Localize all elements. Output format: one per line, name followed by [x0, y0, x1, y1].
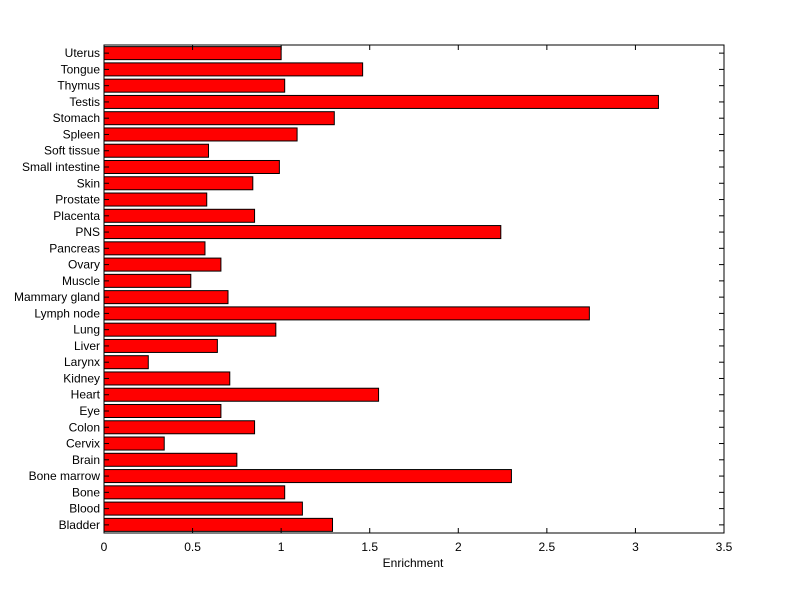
y-tick-label-lung: Lung — [73, 323, 100, 337]
bar-ovary — [103, 257, 222, 272]
y-tick-label-blood: Blood — [69, 502, 100, 516]
y-tick-label-muscle: Muscle — [62, 274, 100, 288]
bars-group — [103, 46, 659, 532]
bar-bladder — [103, 517, 334, 532]
bar-liver — [103, 338, 218, 353]
bar-lymph-node — [103, 306, 590, 321]
y-tick-label-small-intestine: Small intestine — [22, 160, 100, 174]
y-tick-label-mammary-gland: Mammary gland — [14, 290, 100, 304]
plot-area — [103, 44, 725, 534]
bar-eye — [103, 403, 222, 418]
bar-stomach — [103, 111, 335, 126]
y-axis-ticks: Uterus Tongue Thymus Testis Stomach Spleen Sof… — [14, 46, 724, 532]
y-tick-label-eye: Eye — [79, 404, 100, 418]
y-tick-label-cervix: Cervix — [66, 437, 100, 451]
x-tick-label-3: 1.5 — [361, 540, 378, 554]
bar-skin — [103, 176, 254, 191]
x-tick-label-2: 1 — [278, 540, 285, 554]
bar-cervix — [103, 436, 165, 451]
y-tick-label-soft-tissue: Soft tissue — [44, 144, 100, 158]
bar-brain — [103, 452, 238, 467]
x-tick-label-6: 3 — [632, 540, 639, 554]
bar-testis — [103, 94, 659, 109]
y-tick-label-thymus: Thymus — [57, 79, 100, 93]
bar-bone — [103, 485, 286, 500]
y-tick-label-liver: Liver — [74, 339, 100, 353]
y-tick-label-kidney: Kidney — [63, 371, 100, 385]
y-tick-label-pns: PNS — [75, 225, 100, 239]
bar-mammary-gland — [103, 290, 229, 305]
bar-placenta — [103, 208, 256, 223]
x-tick-label-0: 0 — [101, 540, 108, 554]
bar-muscle — [103, 273, 192, 288]
bar-small-intestine — [103, 159, 280, 175]
x-tick-label-5: 2.5 — [539, 540, 556, 554]
bar-prostate — [103, 192, 208, 207]
y-tick-label-ovary: Ovary — [68, 258, 100, 272]
y-tick-label-bone-marrow: Bone marrow — [29, 469, 101, 483]
y-tick-label-larynx: Larynx — [64, 355, 100, 369]
x-axis-ticks: 0 0.5 1 1.5 2 2.5 3 3.5 — [101, 45, 733, 554]
bar-lung — [103, 322, 277, 337]
bar-tongue — [103, 62, 364, 77]
y-tick-label-spleen: Spleen — [63, 127, 100, 141]
x-tick-label-7: 3.5 — [716, 540, 733, 554]
y-tick-label-lymph-node: Lymph node — [34, 306, 100, 320]
bar-bone-marrow — [103, 469, 512, 484]
y-tick-label-bladder: Bladder — [59, 518, 100, 532]
bar-spleen — [103, 127, 298, 142]
bar-pancreas — [103, 241, 206, 256]
y-tick-label-skin: Skin — [77, 176, 100, 190]
y-tick-label-bone: Bone — [72, 485, 100, 499]
y-tick-label-brain: Brain — [72, 453, 100, 467]
bar-blood — [103, 501, 303, 516]
y-tick-label-stomach: Stomach — [53, 111, 100, 125]
x-tick-label-1: 0.5 — [184, 540, 201, 554]
y-tick-label-uterus: Uterus — [65, 46, 100, 60]
bar-soft-tissue — [103, 143, 210, 158]
y-tick-label-colon: Colon — [69, 420, 100, 434]
bar-colon — [103, 420, 256, 435]
bar-thymus — [103, 78, 286, 93]
x-axis-label: Enrichment — [383, 556, 444, 570]
x-tick-label-4: 2 — [455, 540, 462, 554]
bar-pns — [103, 225, 502, 240]
y-tick-label-pancreas: Pancreas — [49, 241, 100, 255]
y-tick-label-tongue: Tongue — [61, 62, 101, 76]
bar-heart — [103, 387, 380, 402]
y-tick-label-placenta: Placenta — [53, 209, 100, 223]
y-tick-label-testis: Testis — [69, 95, 100, 109]
y-tick-label-heart: Heart — [71, 388, 101, 402]
bar-larynx — [103, 355, 149, 370]
y-tick-label-prostate: Prostate — [55, 193, 100, 207]
bar-kidney — [103, 371, 231, 386]
